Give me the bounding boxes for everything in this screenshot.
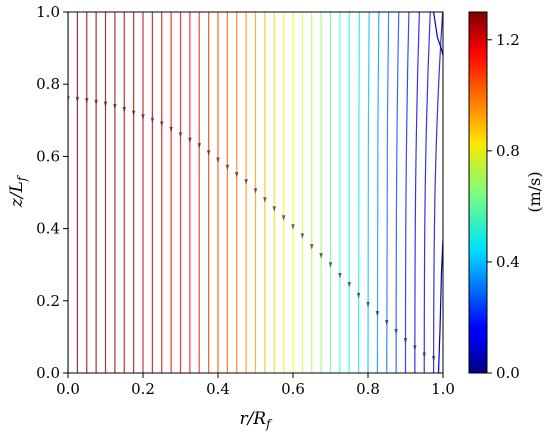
arrow-marker-30 xyxy=(347,282,352,288)
streamline-39 xyxy=(433,12,443,373)
colorbar-tick-label-0: 0.0 xyxy=(496,364,520,382)
arrow-marker-13 xyxy=(188,137,192,144)
colorbar-tick-label-2: 0.8 xyxy=(496,142,520,160)
arrow-marker-22 xyxy=(272,206,277,212)
streamlines-group xyxy=(68,12,443,373)
streamline-33 xyxy=(376,12,380,373)
y-tick-label-4: 0.8 xyxy=(36,75,60,93)
x-tick-label-5: 1.0 xyxy=(431,380,455,398)
arrow-marker-24 xyxy=(291,224,295,230)
streamline-32 xyxy=(367,12,370,373)
x-tick-label-4: 0.8 xyxy=(356,380,380,398)
arrow-marker-25 xyxy=(300,233,305,239)
arrow-marker-31 xyxy=(356,292,361,299)
arrow-marker-1 xyxy=(75,96,80,103)
arrow-marker-14 xyxy=(197,143,202,149)
y-tick-label-5: 1.0 xyxy=(36,3,60,21)
arrow-marker-33 xyxy=(375,310,380,317)
streamline-38 xyxy=(423,12,431,373)
recirculation-curve-1 xyxy=(437,239,443,373)
arrow-markers-group xyxy=(68,96,436,362)
arrow-marker-19 xyxy=(244,179,248,185)
colorbar-ticks: 0.0 0.4 0.8 1.2 xyxy=(487,31,520,382)
arrow-marker-5 xyxy=(113,104,117,110)
x-tick-label-0: 0.0 xyxy=(56,380,80,398)
arrow-marker-9 xyxy=(150,117,155,124)
arrow-marker-17 xyxy=(225,164,230,171)
y-tick-label-2: 0.4 xyxy=(36,220,60,238)
x-tick-label-1: 0.2 xyxy=(131,380,155,398)
arrow-marker-3 xyxy=(94,99,98,106)
streamline-36 xyxy=(404,12,410,373)
arrow-marker-27 xyxy=(319,253,323,259)
arrow-marker-10 xyxy=(159,121,164,127)
arrow-marker-8 xyxy=(141,114,145,120)
x-tick-label-3: 0.6 xyxy=(281,380,305,398)
arrow-marker-2 xyxy=(84,97,89,104)
recirculation-curve-0 xyxy=(433,12,443,56)
streamline-37 xyxy=(414,12,420,373)
arrow-marker-7 xyxy=(131,110,136,117)
arrow-marker-15 xyxy=(206,150,211,156)
plot-frame xyxy=(67,11,444,374)
arrow-marker-23 xyxy=(281,215,286,221)
arrow-marker-16 xyxy=(216,157,220,164)
arrow-marker-21 xyxy=(263,197,267,203)
arrow-marker-37 xyxy=(413,345,417,351)
arrow-marker-4 xyxy=(103,101,108,108)
y-axis-ticks: 0.0 0.2 0.4 0.6 0.8 1.0 xyxy=(36,3,68,382)
arrow-marker-39 xyxy=(431,356,436,362)
colorbar-tick-label-3: 1.2 xyxy=(496,31,520,49)
colorbar xyxy=(468,11,488,374)
arrow-marker-29 xyxy=(338,273,342,279)
x-axis-ticks: 0.0 0.2 0.4 0.6 0.8 1.0 xyxy=(56,373,455,398)
arrow-marker-32 xyxy=(366,301,370,308)
arrow-marker-20 xyxy=(253,188,258,194)
x-axis-label: r/Rf xyxy=(239,409,273,431)
y-tick-label-0: 0.0 xyxy=(36,364,60,382)
colorbar-label: (m/s) xyxy=(525,171,544,212)
arrow-marker-38 xyxy=(422,352,427,358)
streamline-35 xyxy=(395,12,400,373)
arrow-marker-34 xyxy=(384,319,389,326)
arrow-marker-11 xyxy=(169,126,173,133)
arrow-marker-28 xyxy=(328,262,333,268)
arrow-marker-6 xyxy=(122,106,127,113)
x-tick-label-2: 0.4 xyxy=(206,380,230,398)
arrow-marker-12 xyxy=(178,132,183,138)
arrow-marker-26 xyxy=(309,244,314,250)
y-axis-label: z/Lf xyxy=(7,174,29,208)
y-tick-label-3: 0.6 xyxy=(36,147,60,165)
colorbar-tick-label-1: 0.4 xyxy=(496,253,520,271)
arrow-marker-18 xyxy=(234,171,239,178)
arrow-marker-35 xyxy=(394,328,398,335)
streamline-34 xyxy=(386,12,390,373)
arrow-marker-36 xyxy=(403,338,408,344)
recirculation-group xyxy=(433,12,443,373)
y-tick-label-1: 0.2 xyxy=(36,292,60,310)
streamline-31 xyxy=(358,12,360,373)
